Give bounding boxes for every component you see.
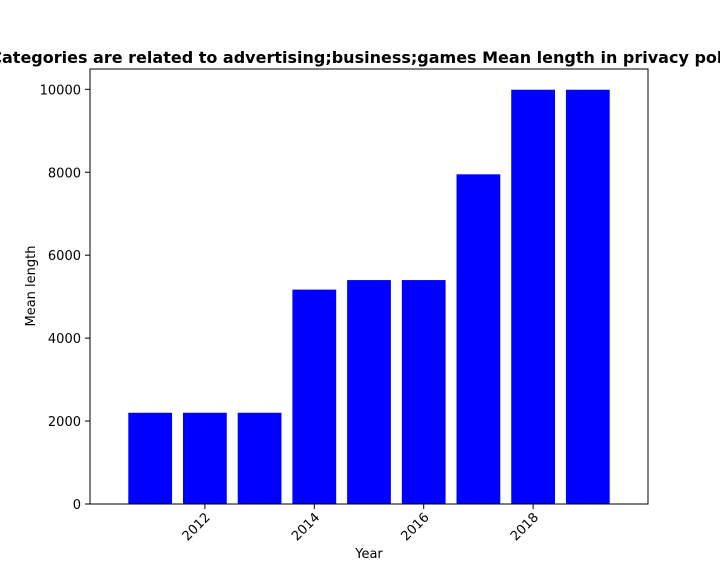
x-tick-label: 2012 bbox=[180, 510, 214, 544]
bar-2019 bbox=[565, 89, 610, 504]
bars-group bbox=[128, 89, 610, 504]
y-tick-label: 4000 bbox=[48, 332, 81, 347]
x-axis: 2012 2014 2016 2018 bbox=[180, 504, 542, 544]
x-axis-label: Year bbox=[354, 547, 383, 562]
bar-2014 bbox=[292, 289, 337, 504]
y-tick-label: 2000 bbox=[48, 415, 81, 430]
bar-2011 bbox=[128, 412, 173, 504]
y-axis: 0 2000 4000 6000 8000 10000 bbox=[40, 83, 90, 513]
bar-2018 bbox=[511, 89, 555, 504]
bar-2016 bbox=[401, 280, 446, 504]
y-tick-label: 10000 bbox=[40, 83, 81, 98]
bar-2012 bbox=[183, 412, 227, 504]
bar-2017 bbox=[456, 174, 501, 504]
x-tick-label: 2018 bbox=[508, 510, 542, 544]
x-tick-label: 2014 bbox=[289, 510, 323, 544]
y-tick-label: 0 bbox=[73, 498, 81, 513]
x-tick-label: 2016 bbox=[399, 510, 433, 544]
bar-2015 bbox=[347, 280, 391, 504]
chart-title: Categories are related to advertising;bu… bbox=[0, 48, 720, 67]
y-tick-label: 8000 bbox=[48, 166, 81, 181]
bar-2013 bbox=[237, 412, 282, 504]
y-axis-label: Mean length bbox=[24, 246, 39, 327]
y-tick-label: 6000 bbox=[48, 249, 81, 264]
plot-frame bbox=[89, 68, 649, 505]
